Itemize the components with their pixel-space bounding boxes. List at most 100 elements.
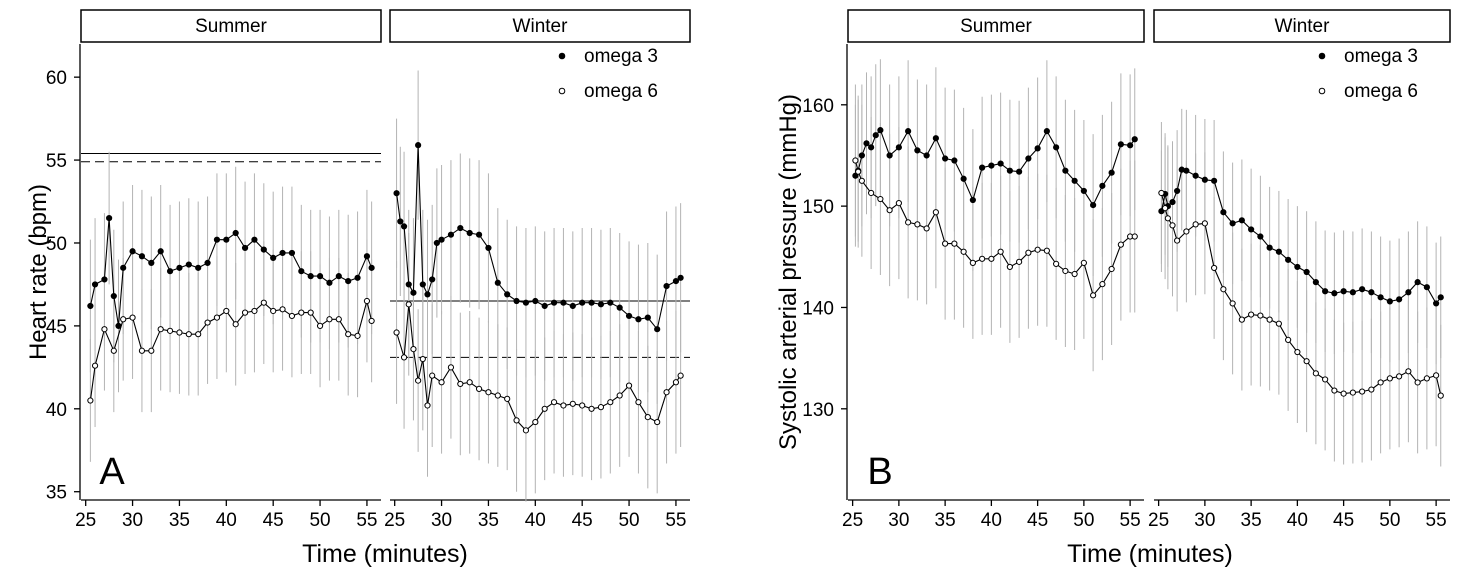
- data-point: [905, 219, 912, 226]
- data-point: [260, 246, 267, 253]
- data-point: [335, 316, 342, 323]
- data-point: [644, 314, 651, 321]
- data-point: [1220, 286, 1227, 293]
- data-point: [616, 392, 623, 399]
- data-point: [1414, 279, 1421, 286]
- data-point: [475, 385, 483, 393]
- y-tick-label: 35: [46, 483, 67, 504]
- data-point: [138, 253, 146, 260]
- data-point: [213, 236, 221, 243]
- data-point: [654, 418, 661, 426]
- data-point: [424, 291, 431, 298]
- data-point: [1359, 286, 1366, 293]
- data-point: [270, 254, 277, 262]
- data-point: [87, 397, 94, 404]
- data-point: [1053, 144, 1060, 151]
- data-point: [138, 347, 146, 354]
- data-point: [115, 322, 122, 329]
- data-point: [424, 402, 431, 409]
- data-point: [288, 312, 296, 320]
- data-point: [438, 236, 445, 243]
- x-tick-label: 50: [1379, 510, 1400, 531]
- data-point: [635, 316, 642, 323]
- data-point: [532, 297, 539, 305]
- data-point: [241, 309, 249, 316]
- data-point: [579, 402, 586, 409]
- data-point: [120, 264, 127, 271]
- data-point: [447, 364, 455, 371]
- data-point: [279, 306, 286, 313]
- x-tick-label: 35: [935, 510, 956, 531]
- data-point: [579, 299, 586, 306]
- x-tick-label: 50: [618, 510, 639, 531]
- data-point: [429, 276, 436, 283]
- data-point: [895, 144, 902, 151]
- data-point: [1006, 167, 1013, 174]
- data-point: [176, 264, 183, 271]
- facet-strip-label: Summer: [195, 16, 267, 37]
- panel-a: 35 40 45 50 55 60 Heart rate (bpm) Time (minute…: [25, 9, 691, 568]
- data-point: [1248, 226, 1255, 233]
- data-point: [504, 395, 511, 402]
- data-point: [951, 157, 958, 164]
- facet-strip: [847, 9, 1145, 43]
- data-point: [960, 175, 967, 182]
- facet-strip: [80, 9, 382, 43]
- data-point: [677, 372, 684, 379]
- data-point: [1090, 292, 1097, 299]
- data-point: [1349, 389, 1356, 396]
- facet-strip-label: Winter: [513, 16, 569, 37]
- data-point: [405, 301, 412, 308]
- data-point: [1368, 289, 1375, 296]
- data-point: [504, 291, 511, 298]
- data-point: [541, 405, 548, 412]
- data-point: [1238, 316, 1245, 323]
- data-point: [951, 240, 958, 247]
- data-point: [863, 140, 870, 147]
- data-point: [91, 362, 99, 369]
- data-point: [1303, 358, 1310, 365]
- data-point: [932, 209, 939, 216]
- data-point: [1034, 145, 1041, 152]
- facet-strip-label: Summer: [960, 16, 1032, 37]
- x-tick-label: 55: [1426, 510, 1447, 531]
- data-point: [1080, 187, 1087, 195]
- data-point: [1158, 189, 1165, 197]
- data-point: [354, 274, 361, 281]
- data-point: [1285, 256, 1292, 263]
- data-point: [316, 322, 324, 329]
- x-tick-label: 35: [478, 510, 499, 531]
- data-point: [1099, 281, 1106, 288]
- data-point: [185, 261, 192, 268]
- data-point: [522, 299, 530, 306]
- panel-letter: A: [99, 451, 125, 493]
- x-tick-label: 25: [1148, 510, 1169, 531]
- data-point: [886, 207, 893, 214]
- data-point: [1266, 316, 1273, 323]
- data-point: [368, 317, 375, 325]
- data-point: [1312, 370, 1319, 377]
- data-point: [1423, 375, 1430, 382]
- x-tick-label: 35: [169, 510, 190, 531]
- data-point: [852, 172, 859, 179]
- data-point: [466, 379, 473, 386]
- data-point: [1294, 348, 1301, 356]
- data-point: [1322, 376, 1329, 383]
- legend-marker: [1318, 87, 1326, 95]
- data-point: [1071, 270, 1078, 278]
- data-point: [335, 273, 342, 280]
- data-point: [625, 382, 633, 389]
- legend-label: omega 3: [584, 46, 658, 67]
- data-point: [232, 321, 239, 328]
- x-tick-label: 40: [1287, 510, 1308, 531]
- facet-strip: [1153, 9, 1451, 43]
- x-tick-label: 45: [263, 510, 284, 531]
- data-point: [1183, 228, 1190, 235]
- y-tick-label: 40: [46, 400, 67, 421]
- data-point: [354, 332, 361, 339]
- data-point: [1405, 289, 1412, 296]
- data-point: [932, 135, 939, 142]
- data-point: [997, 160, 1004, 167]
- data-point: [1108, 169, 1115, 176]
